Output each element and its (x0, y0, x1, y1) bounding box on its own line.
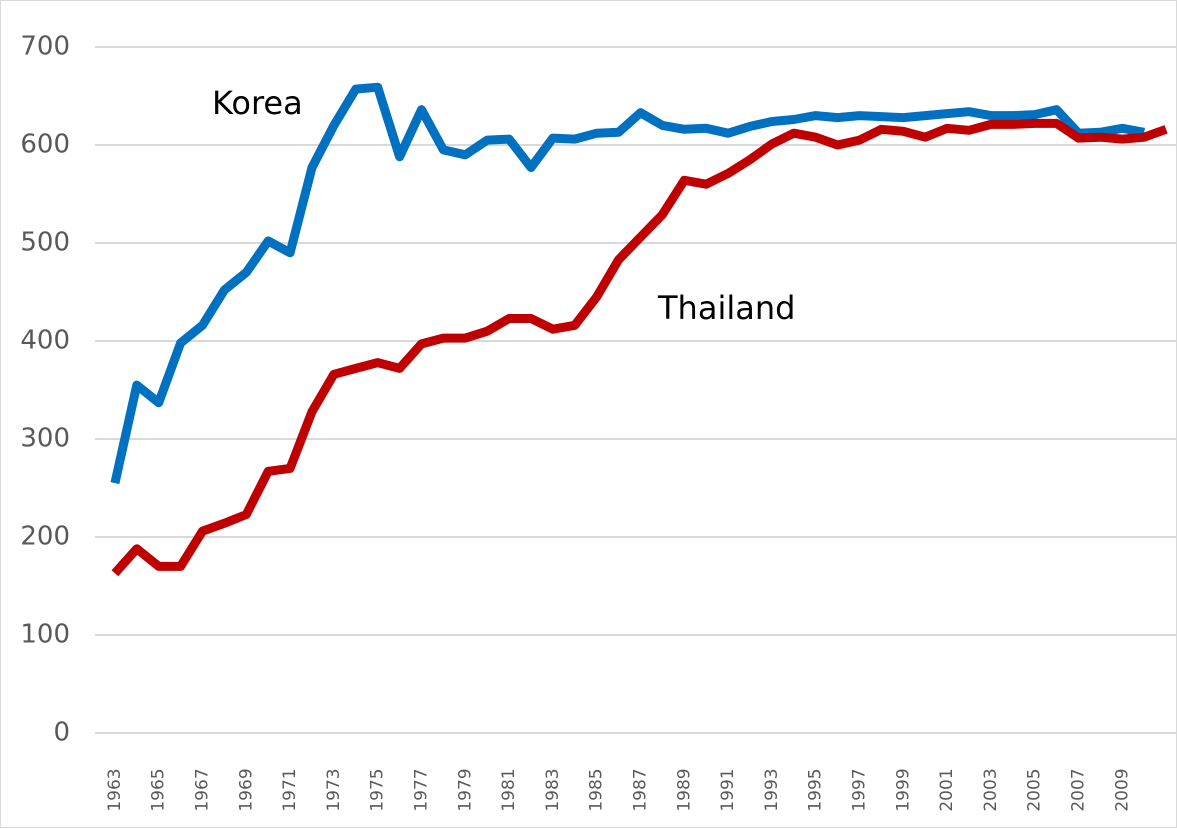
x-tick-label: 1967 (193, 768, 213, 811)
x-tick-label: 1969 (236, 768, 256, 811)
y-tick-label: 700 (20, 32, 70, 62)
series-line (111, 118, 1168, 577)
y-tick-label: 200 (20, 522, 70, 552)
y-tick-label: 100 (20, 620, 70, 650)
x-tick-label: 1973 (324, 768, 344, 811)
y-tick-label: 400 (20, 326, 70, 356)
y-tick-label: 500 (20, 228, 70, 258)
y-tick-label: 600 (20, 130, 70, 160)
series-label: Korea (212, 84, 303, 122)
x-tick-label: 2005 (1025, 768, 1045, 811)
x-tick-label: 1981 (499, 768, 519, 811)
x-tick-label: 1979 (455, 768, 475, 811)
x-tick-label: 2009 (1112, 768, 1132, 811)
x-tick-label: 1983 (543, 768, 563, 811)
x-tick-label: 2007 (1068, 768, 1088, 811)
x-tick-label: 1977 (412, 768, 432, 811)
x-tick-label: 1963 (105, 768, 125, 811)
x-tick-label: 1993 (762, 768, 782, 811)
series-label: Thailand (657, 289, 795, 327)
x-tick-label: 1991 (718, 768, 738, 811)
x-tick-label: 1975 (368, 768, 388, 811)
x-tick-label: 1997 (849, 768, 869, 811)
x-tick-label: 1985 (587, 768, 607, 811)
y-tick-label: 300 (20, 424, 70, 454)
x-tick-label: 1989 (674, 768, 694, 811)
x-tick-label: 1999 (893, 768, 913, 811)
x-tick-label: 2003 (981, 768, 1001, 811)
x-tick-label: 1987 (631, 768, 651, 811)
x-tick-label: 1995 (806, 768, 826, 811)
series-line (110, 82, 1146, 485)
y-tick-label: 0 (53, 718, 70, 748)
x-tick-label: 2001 (937, 768, 957, 811)
x-tick-label: 1965 (149, 768, 169, 811)
x-tick-label: 1971 (280, 768, 300, 811)
